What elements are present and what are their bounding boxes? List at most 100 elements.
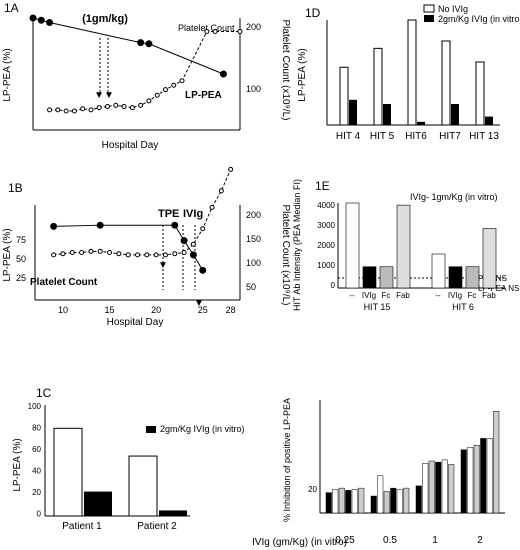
panel-1e-bar-2 bbox=[379, 266, 394, 289]
panel-1b-point-1-5 bbox=[97, 248, 103, 254]
panel-1a-ylabel-right: Platelet Count (x10⁹/L) bbox=[280, 19, 291, 120]
panel-1e-bar-4 bbox=[431, 253, 446, 289]
panel-1d-xtick-2: HIT6 bbox=[405, 131, 427, 142]
panel-1f-ytick-0: 20 bbox=[308, 485, 317, 494]
panel-1b-point-0-3 bbox=[180, 237, 188, 245]
panel-1b-arrow-tpe: ▼ bbox=[158, 260, 168, 271]
panel-1c-ytick-0: 100 bbox=[28, 402, 42, 411]
panel-1b-arrow-ivig: ▼ bbox=[194, 298, 204, 309]
panel-1a-ylabel-left: LP-PEA (%) bbox=[2, 48, 13, 101]
panel-1b-point-1-18 bbox=[218, 188, 224, 194]
panel-1a-right-tick-200: 200 bbox=[246, 22, 261, 32]
panel-1f-ylabel: % Inhibition of positive LP-PEA bbox=[282, 398, 292, 522]
panel-1f-bar-2-0 bbox=[415, 485, 422, 514]
panel-1c-ytick-2: 60 bbox=[32, 445, 41, 454]
panel-1e-xtick-6: Fc bbox=[468, 291, 477, 300]
panel-1a-point-1-0 bbox=[47, 107, 53, 113]
panel-1a-point-1-8 bbox=[113, 102, 119, 108]
panel-1f-xlabel: IVIg (gm/Kg) (in vitro) bbox=[252, 537, 347, 548]
panel-1a-point-1-6 bbox=[96, 105, 102, 111]
panel-1a-point-1-3 bbox=[71, 108, 77, 114]
panel-1f-group-3: 2 bbox=[477, 535, 483, 546]
panel-1b-point-0-1 bbox=[96, 221, 104, 229]
panel-1f-bar-3-4 bbox=[486, 438, 493, 514]
panel-1f-bar-0-1 bbox=[332, 489, 339, 514]
panel-1c-xtick-0: Patient 1 bbox=[62, 521, 102, 532]
panel-1a-point-1-5 bbox=[88, 107, 94, 113]
panel-1a-point-1-12 bbox=[146, 98, 152, 104]
panel-1f-bar-2-3 bbox=[435, 461, 442, 514]
panel-1e-ytick-2: 2000 bbox=[317, 241, 335, 250]
panel-1b-point-1-1 bbox=[60, 251, 66, 257]
panel-1d-bar-noivig-2 bbox=[407, 19, 417, 126]
panel-1b-series-platelet-label: Platelet Count bbox=[30, 277, 98, 288]
panel-1b-xtick-2: 20 bbox=[151, 305, 161, 315]
panel-1b-rtick-1: 150 bbox=[246, 234, 261, 244]
panel-label-a: 1A bbox=[4, 1, 19, 15]
panel-label-c: 1C bbox=[36, 386, 52, 400]
panel-label-b: 1B bbox=[8, 181, 23, 195]
panel-1b-point-1-13 bbox=[172, 251, 178, 257]
panel-1f-bar-2-4 bbox=[441, 459, 448, 514]
panel-1b-ltick-1: 50 bbox=[16, 254, 26, 264]
panel-1c-bar-ivig-0 bbox=[84, 491, 112, 516]
panel-1b-point-1-19 bbox=[228, 166, 234, 172]
panel-1e-bar-6 bbox=[465, 266, 480, 289]
panel-1e-xtick-1: IVIg bbox=[362, 291, 376, 300]
panel-1d-bar-noivig-4 bbox=[475, 61, 485, 126]
panel-1a-point-0-2 bbox=[46, 18, 54, 26]
panel-1d-bar-ivig-1 bbox=[383, 104, 391, 125]
panel-1d-bar-noivig-3 bbox=[441, 40, 451, 126]
panel-1c-bar-noivig-1 bbox=[128, 455, 158, 517]
panel-1a-point-0-1 bbox=[37, 16, 45, 24]
panel-1a-point-1-4 bbox=[80, 106, 86, 112]
panel-1f-bar-1-5 bbox=[403, 487, 410, 514]
panel-1a-point-1-14 bbox=[162, 87, 168, 93]
panel-1b-ylabel-left: LP-PEA (%) bbox=[2, 228, 13, 281]
panel-1d-bar-noivig-1 bbox=[373, 47, 383, 126]
panel-1a-point-1-11 bbox=[138, 102, 144, 108]
panel-1a-annotation: (1gm/kg) bbox=[82, 13, 128, 25]
panel-1f-bar-2-1 bbox=[422, 463, 429, 514]
panel-1b: LP-PEA (%) Platelet Count (x10⁹/L) TPE I… bbox=[2, 166, 291, 328]
panel-1a-point-1-10 bbox=[129, 105, 135, 111]
panel-1b-xtick-1: 15 bbox=[105, 305, 115, 315]
panel-1b-point-1-8 bbox=[125, 252, 131, 258]
panel-1a-point-1-15 bbox=[171, 82, 177, 88]
panel-1f-bar-3-2 bbox=[473, 444, 480, 514]
panel-1b-annotation-ivig: IVIg bbox=[183, 208, 203, 220]
panel-1a: LP-PEA (%) Platelet Count (x10⁹/L) (1gm/… bbox=[2, 13, 291, 151]
panel-1f-bar-1-0 bbox=[370, 495, 377, 514]
panel-1e-ylabel: HIT Ab Intensity (PEA Median FI) bbox=[292, 179, 302, 311]
panel-1b-point-1-7 bbox=[116, 251, 122, 257]
panel-1e-bar-0 bbox=[345, 202, 360, 289]
panel-1b-rtick-0: 200 bbox=[246, 210, 261, 220]
panel-1e-ytick-0: 4000 bbox=[317, 201, 335, 210]
panel-1d-legend-1: 2gm/Kg IVIg (in vitro) bbox=[438, 14, 520, 24]
panel-1b-point-0-5 bbox=[199, 266, 207, 274]
panel-1e-xtick-0: -- bbox=[349, 291, 355, 300]
panel-1f-bar-0-2 bbox=[338, 487, 345, 514]
panel-1b-point-1-0 bbox=[51, 252, 57, 258]
panel-1d-xtick-1: HIT 5 bbox=[370, 131, 395, 142]
panel-1a-arrows: ▼▼ bbox=[94, 90, 114, 101]
panel-1b-point-1-9 bbox=[135, 252, 140, 258]
panel-1c: LP-PEA (%) 2gm/Kg IVIg (in vitro) 100 80 6… bbox=[12, 402, 245, 532]
panel-1d-xtick-4: HIT 13 bbox=[469, 131, 499, 142]
panel-1c-xtick-1: Patient 2 bbox=[137, 521, 177, 532]
panel-1b-ylabel-right: Platelet Count (x10⁹/L) bbox=[280, 204, 291, 305]
panel-1a-series-lp-pea-label: LP-PEA bbox=[185, 90, 222, 101]
panel-label-e: 1E bbox=[315, 179, 330, 193]
panel-1a-point-1-17 bbox=[204, 28, 210, 34]
panel-1a-point-1-16 bbox=[179, 78, 185, 84]
panel-1d-legend-0: No IVIg bbox=[438, 4, 468, 14]
panel-1b-point-1-12 bbox=[162, 252, 168, 258]
panel-1d-bar-ivig-2 bbox=[417, 121, 425, 125]
panel-1b-point-1-16 bbox=[200, 226, 206, 232]
panel-1a-series-platelet-label: Platelet Count bbox=[178, 23, 235, 33]
panel-1f-bar-3-0 bbox=[460, 449, 467, 514]
panel-1f-bar-1-1 bbox=[377, 475, 384, 514]
panel-1b-line-1 bbox=[53, 169, 232, 256]
panel-1e-xtick-2: Fc bbox=[382, 291, 391, 300]
